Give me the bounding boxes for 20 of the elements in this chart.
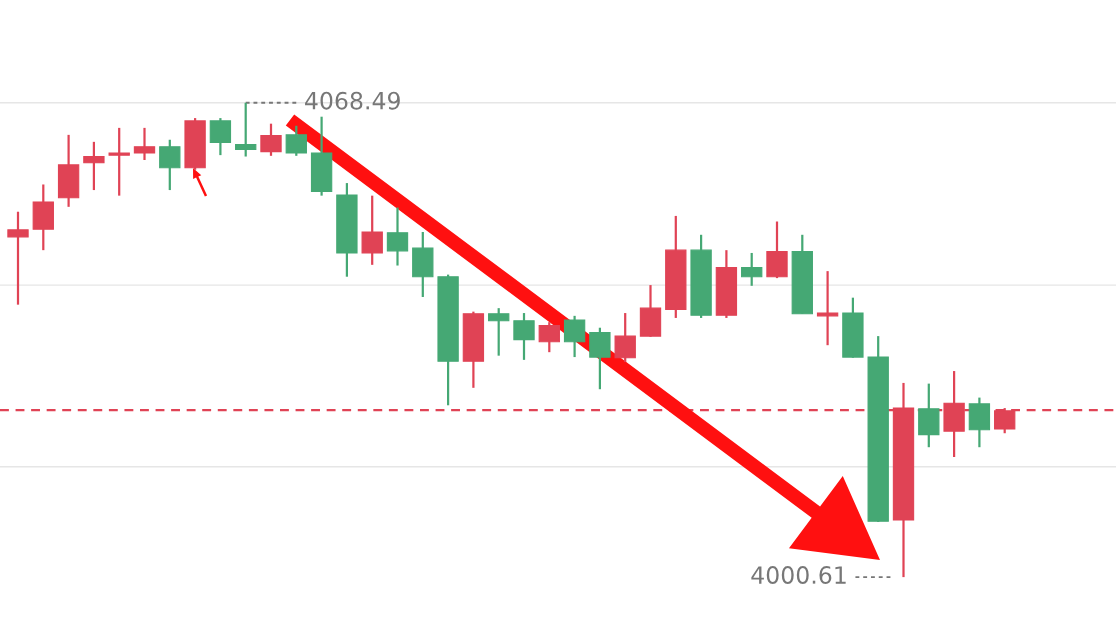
- candlestick: [83, 140, 105, 192]
- candlestick: [513, 311, 535, 361]
- candlestick: [159, 138, 181, 192]
- candlestick: [563, 314, 586, 359]
- candlestick: [108, 126, 130, 197]
- candlestick: [538, 321, 560, 354]
- candlestick: [133, 126, 156, 162]
- candlestick: [361, 194, 383, 266]
- candlestick: [741, 251, 763, 287]
- candlestick: [7, 210, 29, 306]
- candlestick: [614, 311, 636, 364]
- candlestick: [209, 116, 232, 157]
- candlestick: [386, 206, 409, 267]
- annotation: 4000.61: [751, 566, 846, 584]
- candlestick: [235, 101, 257, 158]
- candlestick: [488, 307, 510, 357]
- candlestick: [285, 124, 307, 157]
- annotation: 4068.49: [305, 91, 400, 110]
- candlestick: [816, 270, 839, 347]
- candlestick: [260, 122, 282, 157]
